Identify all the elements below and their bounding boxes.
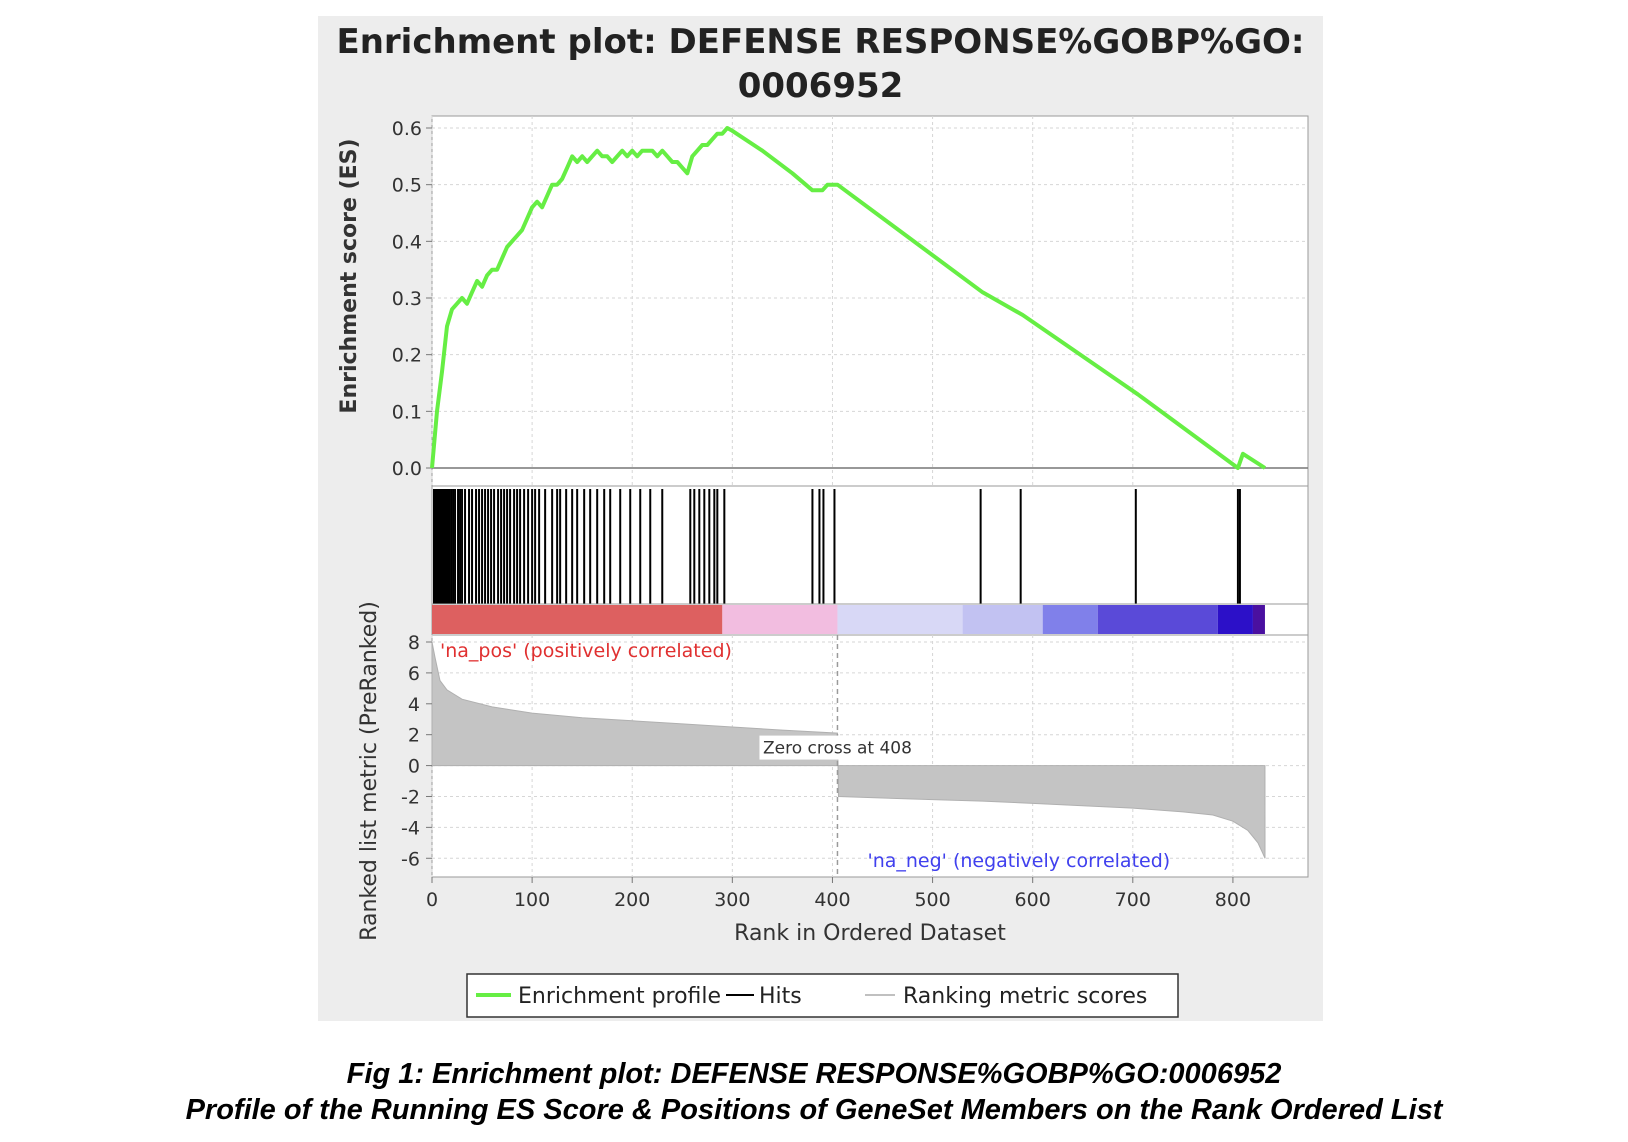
es-tick-label: 0.5 (392, 175, 422, 197)
metric-tick-label: 2 (408, 725, 420, 747)
es-tick-label: 0.3 (392, 288, 422, 310)
metric-tick-label: 8 (408, 632, 420, 654)
ranking-metric-area (431, 641, 1266, 859)
zero-cross-label-background (759, 735, 916, 760)
enrichment-profile-line (430, 126, 1267, 470)
metric-tick-label: 6 (408, 663, 420, 685)
color-bar-segment (837, 605, 963, 634)
negative-correlation-label: 'na_neg' (negatively correlated) (867, 850, 1170, 872)
es-y-ticks: 0.0 0.1 0.2 0.3 0.4 0.5 0.6 (392, 118, 432, 480)
es-tick-label: 0.0 (392, 458, 422, 480)
x-tick-label: 800 (1215, 889, 1251, 911)
metric-tick-label: -6 (401, 848, 420, 870)
rank-color-bar (431, 603, 1309, 636)
color-bar-segment (1217, 605, 1253, 634)
metric-tick-label: 4 (408, 694, 420, 716)
enrichment-chart: 0.0 0.1 0.2 0.3 0.4 0.5 0.6 Enrichment score (… (337, 115, 1309, 1018)
color-bar-segment (1042, 605, 1098, 634)
es-axis-title: Enrichment score (ES) (337, 138, 362, 413)
color-bar-segment (1097, 605, 1218, 634)
color-bar-segment (432, 605, 723, 634)
hits-background (431, 485, 1309, 605)
es-tick-label: 0.4 (392, 231, 422, 253)
zero-cross-label: Zero cross at 408 (763, 739, 912, 759)
metric-axis-title: Ranked list metric (PreRanked) (357, 601, 382, 941)
es-tick-label: 0.6 (392, 118, 422, 140)
es-panel: 0.0 0.1 0.2 0.3 0.4 0.5 0.6 Enrichment score (… (337, 115, 1309, 487)
x-tick-label: 700 (1115, 889, 1151, 911)
metric-tick-label: -2 (401, 786, 420, 808)
x-tick-label: 200 (614, 889, 650, 911)
color-bar-segment (962, 605, 1043, 634)
legend: Enrichment profile Hits Ranking metric s… (466, 973, 1179, 1018)
metric-tick-label: 0 (408, 756, 420, 778)
es-gridlines (431, 116, 1308, 486)
caption-line-2: Profile of the Running ES Score & Positi… (185, 1094, 1443, 1126)
figure-panel: Enrichment plot: DEFENSE RESPONSE%GOBP%G… (318, 16, 1323, 1021)
x-axis-title: Rank in Ordered Dataset (734, 921, 1006, 946)
x-tick-label: 400 (814, 889, 850, 911)
legend-profile-label: Enrichment profile (518, 984, 721, 1009)
x-tick-label: 600 (1015, 889, 1051, 911)
es-tick-label: 0.1 (392, 401, 422, 423)
hits-panel (431, 485, 1309, 605)
plot-title: Enrichment plot: DEFENSE RESPONSE%GOBP%G… (318, 20, 1323, 108)
legend-hits-label: Hits (759, 984, 802, 1009)
x-tick-label: 300 (714, 889, 750, 911)
positive-correlation-label: 'na_pos' (positively correlated) (440, 640, 732, 662)
es-tick-label: 0.2 (392, 345, 422, 367)
legend-metric-label: Ranking metric scores (903, 984, 1147, 1009)
hits-lines (433, 489, 1241, 604)
color-bar-segments (432, 605, 1265, 634)
caption-line-1: Fig 1: Enrichment plot: DEFENSE RESPONSE… (346, 1058, 1282, 1090)
color-bar-segment (722, 605, 838, 634)
figure-caption: Fig 1: Enrichment plot: DEFENSE RESPONSE… (0, 1056, 1628, 1128)
x-axis: 0 100 200 300 400 500 600 700 800 Rank in Ordere… (426, 877, 1251, 946)
x-ticks: 0 100 200 300 400 500 600 700 800 (426, 877, 1251, 911)
metric-tick-label: -4 (401, 817, 420, 839)
legend-box (466, 973, 1179, 1018)
x-tick-label: 500 (914, 889, 950, 911)
x-tick-label: 100 (514, 889, 550, 911)
x-tick-label: 0 (426, 889, 438, 911)
plot-title-line-1: Enrichment plot: DEFENSE RESPONSE%GOBP%G… (336, 22, 1305, 62)
metric-y-ticks: 8 6 4 2 0 -2 -4 -6 (401, 632, 432, 870)
metric-panel: Zero cross at 408 'na_pos' (positively c… (357, 601, 1309, 941)
color-bar-segment (1252, 605, 1265, 634)
es-plot-background (431, 115, 1309, 487)
plot-title-line-2: 0006952 (737, 66, 904, 106)
